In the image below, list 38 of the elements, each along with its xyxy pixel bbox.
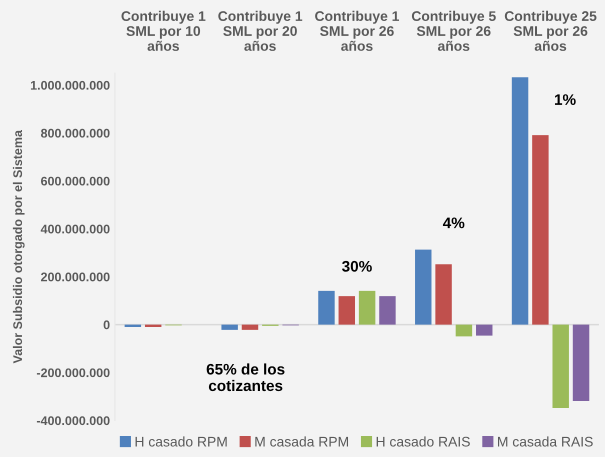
annotation: 4% [442, 218, 464, 228]
legend-label: M casada RAIS [498, 436, 593, 447]
y-tick-label: 200.000.000 [41, 272, 110, 282]
y-tick-label: 600.000.000 [41, 176, 110, 186]
y-tick-label: 1.000.000.000 [30, 80, 110, 90]
y-axis-title: Valor Subsidio otorgado por el Sistema [12, 130, 25, 364]
y-tick-label: -200.000.000 [36, 368, 110, 378]
y-tick-label: 800.000.000 [40, 128, 110, 138]
x-tick-label: Contribuye 5 SML por 26 años [412, 10, 496, 51]
bar [456, 324, 472, 336]
legend-label: M casada RPM [255, 436, 348, 447]
bar [242, 324, 258, 330]
bar [572, 324, 590, 402]
bar [379, 296, 396, 325]
annotation: 30% [342, 260, 372, 272]
y-tick-label: -400.000.000 [36, 416, 110, 426]
y-tick-label: 0 [104, 320, 110, 330]
bar [415, 250, 432, 325]
bar [512, 77, 528, 325]
x-tick-label: Contribuye 25 SML por 26 años [504, 10, 596, 51]
x-tick-label: Contribuye 1 SML por 26 años [315, 10, 400, 51]
bar [221, 324, 238, 330]
bar [124, 324, 142, 328]
bar [532, 135, 549, 325]
legend-label: H casado RAIS [376, 436, 470, 447]
bar [552, 324, 569, 408]
bar [476, 324, 492, 336]
bar [435, 264, 452, 325]
y-tick-label: 400.000.000 [40, 224, 110, 234]
bar [338, 296, 356, 325]
annotation: 65% de los cotizantes [206, 363, 284, 392]
bar [318, 290, 335, 325]
legend-label: H casado RPM [136, 436, 227, 447]
x-tick-label: Contribuye 1 SML por 10 años [121, 10, 206, 51]
x-tick-label: Contribuye 1 SML por 20 años [218, 10, 302, 51]
bar [144, 324, 162, 328]
annotation: 1% [554, 94, 576, 105]
bar [358, 290, 376, 325]
